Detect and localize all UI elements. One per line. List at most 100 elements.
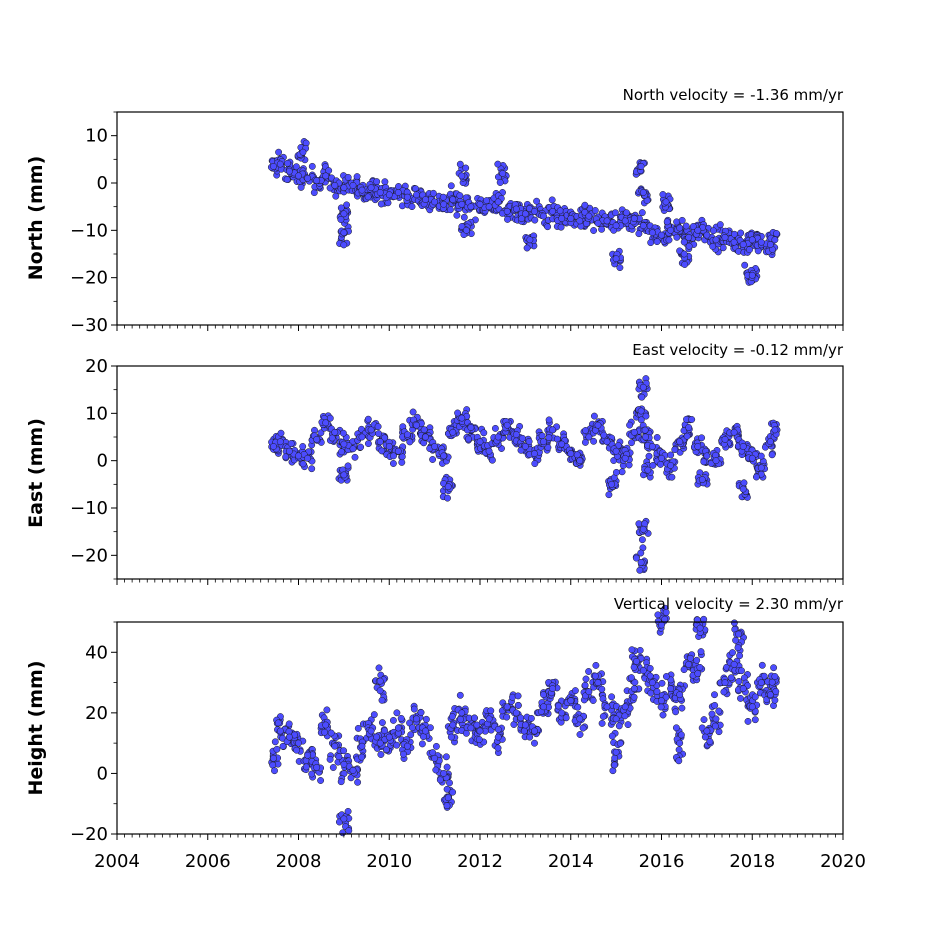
height-data-point: [739, 685, 747, 693]
height-data-point: [744, 717, 752, 725]
north-data-point: [540, 212, 547, 220]
height-data-point: [354, 778, 362, 786]
height-data-point: [385, 733, 393, 741]
height-data-point: [612, 715, 620, 723]
north-data-point: [681, 261, 689, 268]
height-data-point: [517, 714, 525, 722]
east-data-point: [703, 452, 711, 460]
north-data-point: [367, 184, 375, 192]
east-data-point: [449, 428, 457, 436]
east-data-point: [358, 433, 366, 441]
north-data-point: [576, 217, 584, 225]
north-data-point: [504, 215, 511, 223]
height-ytick-label: −20: [70, 824, 108, 845]
xtick-label: 2008: [276, 851, 322, 872]
east-data-point: [648, 443, 656, 450]
height-data-point: [339, 829, 347, 837]
east-data-point: [638, 536, 646, 544]
height-data-point: [295, 739, 302, 747]
north-data-point: [518, 215, 526, 223]
height-data-point: [748, 703, 756, 711]
east-ytick-label: 0: [97, 451, 108, 472]
east-data-point: [322, 419, 330, 427]
north-data-point: [638, 209, 646, 217]
north-data-point: [376, 189, 384, 196]
height-data-point: [678, 704, 686, 712]
north-data-point: [623, 209, 630, 217]
east-data-point: [683, 432, 691, 440]
east-data-point: [739, 485, 747, 493]
east-data-point: [295, 452, 302, 460]
north-data-point: [558, 215, 566, 222]
height-data-point: [621, 703, 629, 711]
east-data-point: [491, 424, 499, 432]
height-ytick-label: 0: [97, 763, 108, 784]
north-data-point: [598, 225, 606, 233]
north-data-point: [667, 226, 675, 234]
east-data-point: [299, 460, 307, 468]
north-data-point: [739, 241, 747, 248]
north-data-point: [673, 233, 681, 241]
height-data-point: [308, 770, 316, 778]
east-data-point: [628, 439, 635, 447]
east-data-point: [676, 438, 684, 446]
east-data-point: [667, 461, 675, 469]
height-data-point: [730, 660, 738, 668]
east-data-point: [285, 447, 293, 455]
east-data-point: [544, 444, 552, 451]
east-panel-title: East velocity = -0.12 mm/yr: [632, 341, 844, 359]
height-ytick-label: 40: [85, 642, 108, 663]
east-data-point: [525, 438, 533, 445]
north-data-point: [741, 261, 749, 269]
north-data-point: [639, 222, 647, 230]
east-data-point: [739, 443, 747, 450]
east-data-point: [626, 421, 634, 429]
east-data-point: [429, 456, 437, 463]
east-data-point: [375, 430, 383, 438]
north-data-point: [678, 216, 686, 224]
height-data-point: [567, 697, 575, 705]
north-data-point: [659, 191, 667, 198]
height-data-point: [382, 746, 390, 754]
height-data-point: [431, 754, 439, 762]
east-data-point: [398, 458, 406, 466]
east-data-point: [538, 432, 546, 440]
north-data-point: [381, 178, 389, 186]
height-data-point: [432, 742, 440, 750]
height-panel-title: Vertical velocity = 2.30 mm/yr: [614, 595, 844, 613]
east-data-point: [381, 434, 389, 442]
north-data-point: [512, 205, 520, 213]
north-data-point: [721, 233, 729, 241]
north-data-point: [299, 148, 307, 156]
height-data-point: [576, 731, 584, 738]
height-data-point: [494, 744, 502, 752]
xtick-label: 2004: [94, 851, 140, 872]
north-data-point: [709, 227, 717, 235]
height-data-point: [711, 722, 719, 730]
east-data-point: [331, 428, 339, 436]
height-data-point: [712, 715, 720, 723]
xtick-label: 2020: [820, 851, 866, 872]
height-data-point: [520, 727, 528, 735]
height-data-point: [648, 679, 656, 687]
height-data-point: [344, 807, 352, 815]
height-data-point: [608, 693, 616, 701]
height-data-point: [440, 769, 448, 777]
north-data-point: [440, 200, 448, 208]
north-data-point: [284, 159, 292, 167]
height-data-point: [574, 703, 582, 711]
east-data-point: [644, 466, 652, 474]
east-data-point: [612, 468, 620, 476]
height-data-point: [329, 764, 337, 771]
height-data-point: [326, 755, 334, 763]
north-data-point: [462, 164, 470, 172]
height-data-point: [457, 715, 464, 723]
height-data-point: [447, 733, 455, 741]
east-data-point: [519, 434, 526, 442]
height-data-point: [358, 753, 366, 761]
north-data-point: [685, 233, 693, 241]
height-data-point: [732, 636, 740, 644]
east-data-point: [658, 454, 665, 462]
